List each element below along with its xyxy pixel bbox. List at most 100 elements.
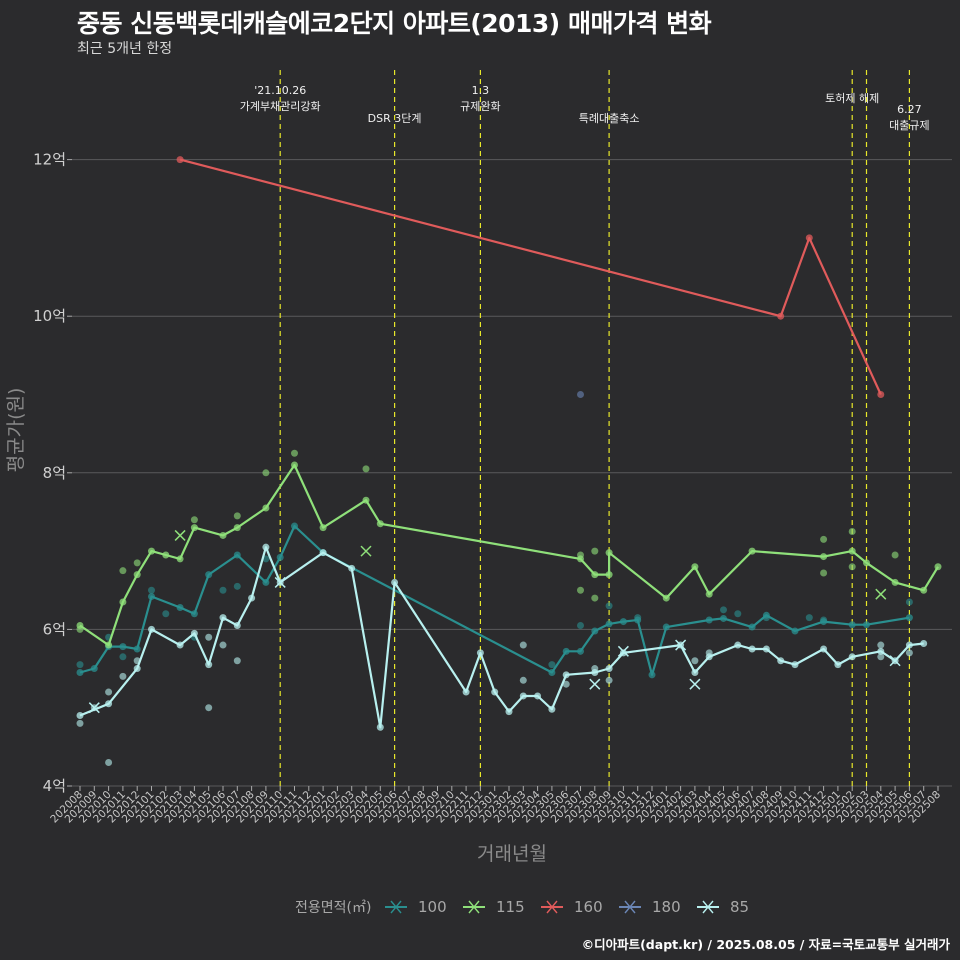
data-point-85 <box>205 661 213 669</box>
data-point-85 <box>562 680 570 688</box>
data-point-85 <box>705 653 713 661</box>
data-point-100 <box>820 618 828 626</box>
data-point-100 <box>720 606 727 614</box>
legend-label: 85 <box>730 898 749 916</box>
series-line-100 <box>79 524 910 676</box>
cross-marker-115 <box>360 545 372 557</box>
data-point-115 <box>577 586 584 594</box>
data-point-100 <box>119 653 127 661</box>
data-point-85 <box>877 641 885 649</box>
data-point-85 <box>562 671 570 679</box>
data-point-100 <box>863 621 870 629</box>
legend-item-160: 160 <box>541 898 603 916</box>
data-point-115 <box>233 524 241 532</box>
data-point-115 <box>848 563 856 571</box>
legend-marker <box>702 900 714 914</box>
data-point-85 <box>534 692 542 700</box>
y-axis-title: 평균가(원) <box>5 388 27 473</box>
data-point-100 <box>162 610 170 618</box>
event-label: '21.10.26 <box>254 84 306 97</box>
data-point-100 <box>762 611 770 619</box>
data-point-85 <box>219 641 227 649</box>
data-point-100 <box>276 553 284 561</box>
cross-marker-85 <box>675 639 687 651</box>
data-point-85 <box>519 692 527 700</box>
cross-marker-85 <box>617 645 629 657</box>
data-point-115 <box>891 578 899 586</box>
data-point-85 <box>619 649 627 657</box>
event-label: 대출규제 <box>889 119 929 132</box>
y-tick-label: 6억 <box>43 620 66 638</box>
legend-item-85: 85 <box>697 898 749 916</box>
data-point-85 <box>205 633 213 641</box>
data-point-100 <box>805 614 813 622</box>
chart-title: 중동 신동백롯데캐슬에코2단지 아파트(2013) 매매가격 변화 <box>77 9 712 38</box>
data-point-100 <box>562 647 570 655</box>
data-point-85 <box>877 647 885 655</box>
data-point-115 <box>176 555 184 563</box>
cross-marker-115 <box>174 529 186 541</box>
event-label: DSR 3단계 <box>368 112 422 125</box>
data-point-85 <box>176 641 184 649</box>
data-point-115 <box>362 465 370 473</box>
data-point-115 <box>190 524 198 532</box>
data-point-85 <box>548 705 556 713</box>
data-point-160 <box>777 312 785 320</box>
data-point-115 <box>934 563 942 571</box>
data-point-100 <box>190 610 198 618</box>
data-point-100 <box>577 647 584 655</box>
data-point-85 <box>734 641 742 649</box>
data-point-85 <box>834 661 842 669</box>
data-point-85 <box>233 621 241 629</box>
y-tick-label: 10억 <box>33 307 66 325</box>
data-point-85 <box>205 704 213 712</box>
data-point-100 <box>605 620 613 628</box>
data-point-85 <box>791 661 799 669</box>
data-point-85 <box>105 688 113 696</box>
data-point-100 <box>905 598 913 606</box>
legend-marker <box>624 900 636 914</box>
data-point-115 <box>705 590 713 598</box>
data-point-115 <box>262 469 270 477</box>
event-label: 6.27 <box>897 103 922 116</box>
data-point-115 <box>319 524 327 532</box>
event-label: 토허제 해제 <box>825 91 879 105</box>
data-point-115 <box>291 461 298 469</box>
data-point-100 <box>233 551 241 559</box>
data-point-160 <box>877 391 885 398</box>
cross-marker-85 <box>88 702 100 714</box>
legend-marker <box>468 900 480 914</box>
data-point-100 <box>219 586 227 594</box>
data-point-100 <box>662 623 670 631</box>
data-point-85 <box>262 543 270 551</box>
event-label: 특례대출축소 <box>579 112 640 125</box>
data-point-85 <box>119 672 127 680</box>
cross-marker-85 <box>889 655 901 667</box>
data-point-115 <box>577 555 584 563</box>
data-point-100 <box>133 645 141 653</box>
data-point-85 <box>877 653 885 661</box>
data-point-85 <box>691 668 699 676</box>
cross-marker-85 <box>274 576 286 588</box>
event-label: 1.3 <box>472 84 490 97</box>
data-point-100 <box>720 614 727 622</box>
legend-item-100: 100 <box>385 898 447 916</box>
y-tick-label: 8억 <box>43 464 66 482</box>
data-point-115 <box>848 547 856 555</box>
data-point-115 <box>119 598 127 606</box>
cross-marker-85 <box>689 678 701 690</box>
legend-title: 전용면적(㎡) <box>295 900 371 916</box>
y-tick-label: 4억 <box>43 777 66 795</box>
data-point-85 <box>820 645 828 653</box>
data-point-115 <box>748 547 756 555</box>
cross-marker-115 <box>875 588 887 600</box>
data-point-115 <box>376 520 384 528</box>
data-point-100 <box>619 618 627 626</box>
data-point-100 <box>90 665 98 673</box>
cross-marker-85 <box>589 678 601 690</box>
data-point-85 <box>476 649 484 657</box>
chart-subtitle: 최근 5개년 한정 <box>77 41 173 57</box>
data-point-85 <box>905 649 913 657</box>
data-point-100 <box>577 621 584 629</box>
